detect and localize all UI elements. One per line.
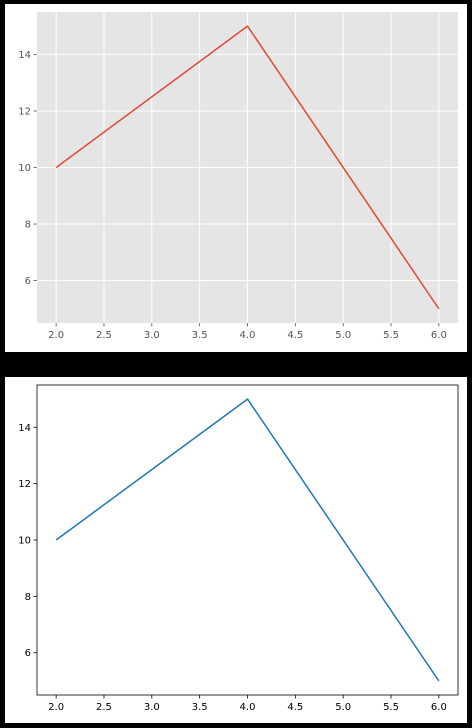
default-xtick-label-0: 2.0: [48, 702, 64, 713]
default-xtick-label-2: 3.0: [144, 702, 160, 713]
ggplot-xtick-label-0: 2.0: [48, 330, 64, 341]
ggplot-xtick-label-1: 2.5: [96, 330, 112, 341]
default-ytick-label-0: 6: [25, 648, 31, 659]
ggplot-xtick-label-5: 4.5: [287, 330, 303, 341]
default-plot-area: [37, 385, 458, 695]
ggplot-xtick-label-7: 5.5: [383, 330, 399, 341]
default-xtick-label-4: 4.0: [240, 702, 256, 713]
ggplot-xtick-label-2: 3.0: [144, 330, 160, 341]
chart-panel-default: 2.0 2.5 3.0 3.5 4.0 4.5 5.0 5.5 6.0 6 8 10 12 14: [5, 377, 467, 723]
default-ytick-label-4: 14: [18, 423, 31, 434]
ggplot-xtick-label-3: 3.5: [192, 330, 208, 341]
ggplot-ytick-label-1: 8: [25, 220, 31, 231]
default-xtick-label-3: 3.5: [192, 702, 208, 713]
default-ytick-label-2: 10: [18, 536, 31, 547]
ggplot-xtick-label-4: 4.0: [240, 330, 256, 341]
default-xtick-label-1: 2.5: [96, 702, 112, 713]
default-ytick-label-3: 12: [18, 479, 31, 490]
default-xtick-label-6: 5.0: [335, 702, 351, 713]
default-xtick-label-5: 4.5: [287, 702, 303, 713]
chart-panel-ggplot: 2.0 2.5 3.0 3.5 4.0 4.5 5.0 5.5 6.0 6 8 10 12 14: [5, 4, 467, 352]
ggplot-ytick-label-3: 12: [18, 106, 31, 117]
default-xtick-label-8: 6.0: [431, 702, 447, 713]
chart-ggplot-svg: 2.0 2.5 3.0 3.5 4.0 4.5 5.0 5.5 6.0 6 8 10 12 14: [18, 12, 458, 341]
ggplot-ytick-label-4: 14: [18, 50, 31, 61]
ggplot-xtick-label-8: 6.0: [431, 330, 447, 341]
default-ytick-label-1: 8: [25, 592, 31, 603]
ggplot-ytick-label-0: 6: [25, 276, 31, 287]
chart-default-svg: 2.0 2.5 3.0 3.5 4.0 4.5 5.0 5.5 6.0 6 8 10 12 14: [18, 384, 459, 713]
default-xtick-label-7: 5.5: [383, 702, 399, 713]
ggplot-xtick-label-6: 5.0: [335, 330, 351, 341]
ggplot-ytick-label-2: 10: [18, 163, 31, 174]
